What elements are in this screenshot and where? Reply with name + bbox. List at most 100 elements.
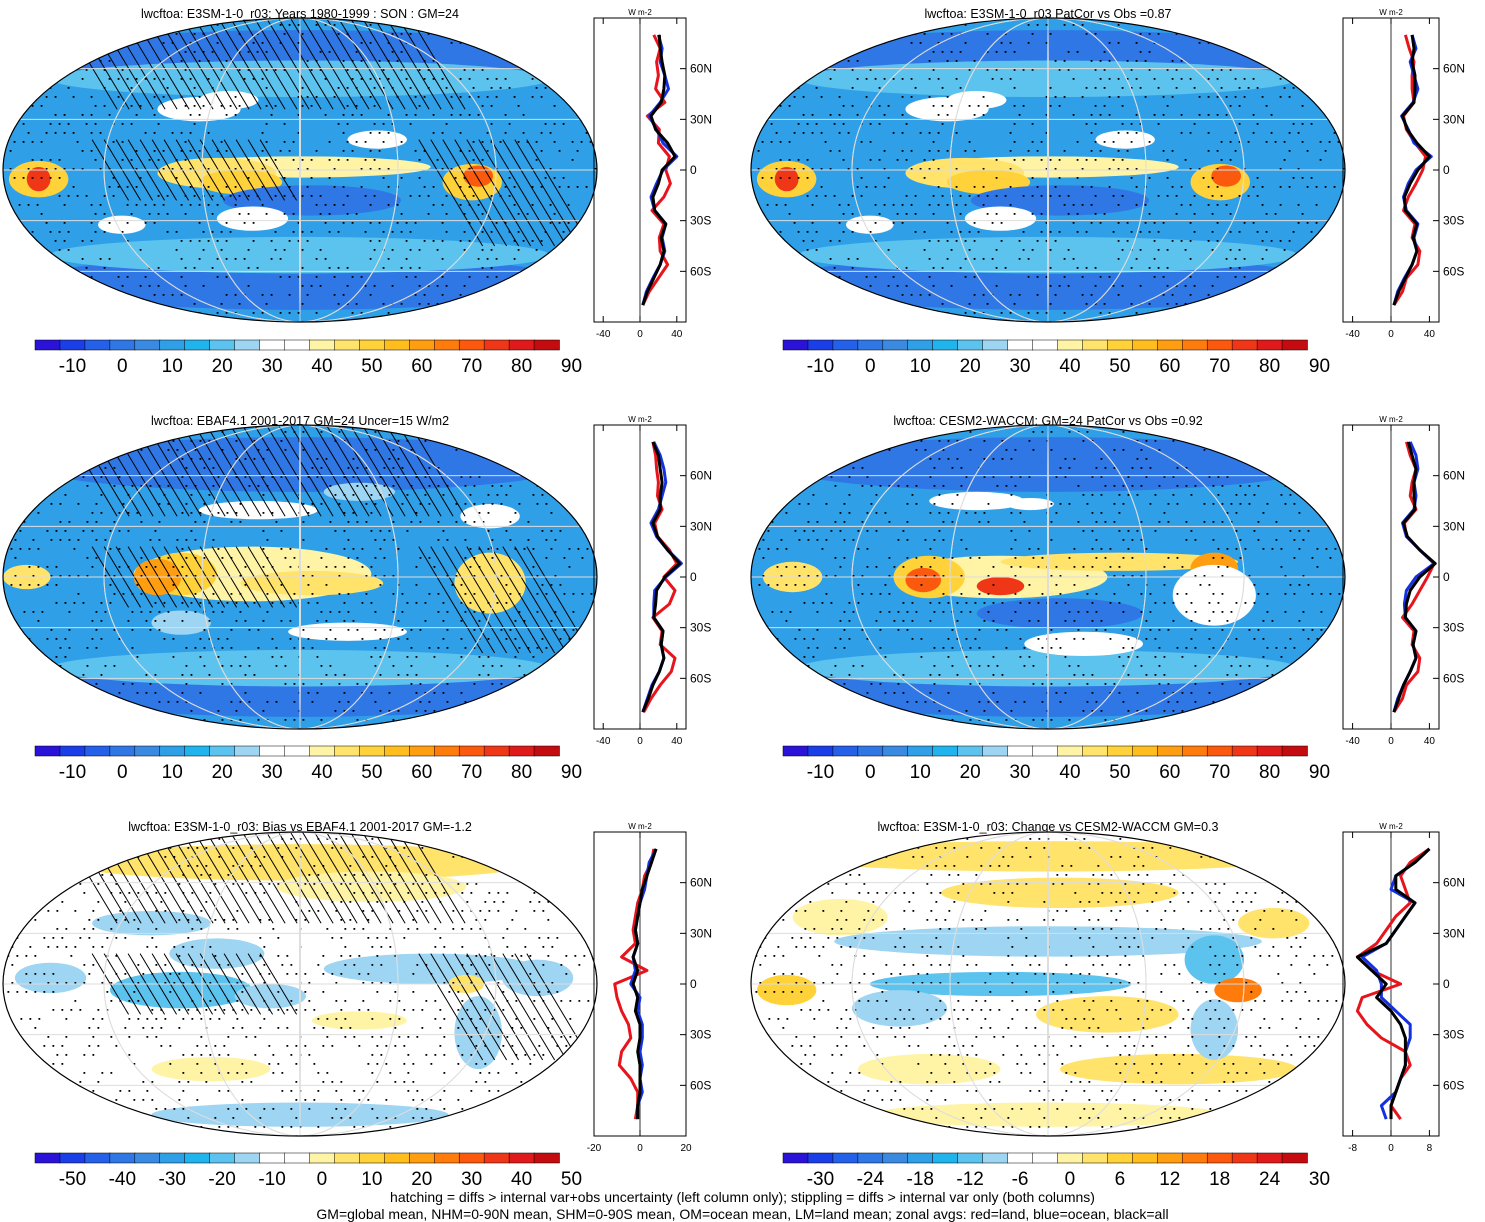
colorbar-tick: 50 [1109,356,1130,377]
colorbar-tick: 50 [561,1169,582,1190]
colorbar-swatch [783,340,808,350]
colorbar-swatch [35,340,60,350]
colorbar-tick: 10 [162,762,183,783]
colorbar-swatch [60,340,85,350]
colorbar-swatch [309,1153,334,1163]
colorbar-swatch [334,1153,359,1163]
zonal-xtick: 0 [637,736,643,747]
field-region [941,878,1179,908]
field-region [947,91,1006,109]
colorbar-tick: 70 [461,356,482,377]
colorbar-swatch [484,1153,509,1163]
colorbar-swatch [808,1153,833,1163]
colorbar-tick: 30 [1309,1169,1330,1190]
lat-tick-label: 60N [1443,469,1465,483]
zonal-xtick: 0 [637,329,643,340]
colorbar-tick: 30 [261,356,282,377]
zonal-xtick: -20 [587,1143,602,1154]
colorbar-swatch [933,340,958,350]
colorbar-swatch [908,340,933,350]
colorbar-swatch [135,746,160,756]
colorbar-swatch [60,746,85,756]
colorbar-swatch [1008,1153,1033,1163]
colorbar-swatch [908,1153,933,1163]
colorbar-tick: 70 [1209,762,1230,783]
colorbar-swatch [110,746,135,756]
field-region [1096,130,1155,148]
colorbar-swatch [60,1153,85,1163]
colorbar-swatch [983,746,1008,756]
colorbar-swatch [509,746,534,756]
colorbar-tick: 60 [1159,762,1180,783]
lat-tick-label: 30S [690,214,711,228]
colorbar-tick: 90 [561,762,582,783]
colorbar-swatch [958,1153,983,1163]
colorbar-swatch [110,1153,135,1163]
map-field [3,832,598,1137]
colorbar-swatch [235,746,260,756]
field-region [152,1057,271,1081]
colorbar-swatch [434,1153,459,1163]
field-region [1214,978,1262,1002]
colorbar-swatch [359,746,384,756]
field-region [1173,565,1256,626]
panel-4: lwcftoa: CESM2-WACCM: GM=24 PatCor vs Ob… [751,414,1465,783]
colorbar-swatch [135,1153,160,1163]
field-region [757,975,816,1005]
colorbar-tick: 50 [1109,762,1130,783]
colorbar-tick: 30 [1009,356,1030,377]
colorbar-swatch [1157,746,1182,756]
colorbar-tick: -10 [807,356,834,377]
colorbar-swatch [235,340,260,350]
panel-6: lwcftoa: E3SM-1-0_r03: Change vs CESM2-W… [751,820,1465,1190]
colorbar-tick: 10 [162,356,183,377]
colorbar-tick: -50 [59,1169,86,1190]
zonal-xtick: 40 [671,329,683,340]
colorbar-swatch [35,1153,60,1163]
colorbar-swatch [160,746,185,756]
colorbar-swatch [534,340,559,350]
lat-tick-label: 60N [690,876,712,890]
colorbar-swatch [858,340,883,350]
panel-2: lwcftoa: E3SM-1-0_r03 PatCor vs Obs =0.8… [751,7,1465,377]
colorbar-swatch [110,340,135,350]
colorbar-swatch [833,1153,858,1163]
colorbar-swatch [1008,340,1033,350]
colorbar-tick: -30 [159,1169,186,1190]
colorbar-swatch [260,746,285,756]
lat-tick-label: 60N [690,62,712,76]
field-region [793,899,888,935]
colorbar-swatch [185,1153,210,1163]
colorbar-tick: -40 [109,1169,136,1190]
colorbar-swatch [1033,746,1058,756]
colorbar-swatch [1157,340,1182,350]
zonal-unit: W m-2 [628,8,652,17]
colorbar-swatch [1232,746,1257,756]
colorbar-swatch [85,746,110,756]
colorbar-swatch [384,1153,409,1163]
colorbar-swatch [434,746,459,756]
field-region [1060,1054,1298,1084]
colorbar-swatch [260,1153,285,1163]
colorbar-swatch [409,340,434,350]
colorbar-swatch [808,340,833,350]
colorbar-swatch [958,340,983,350]
lat-tick-label: 60S [1443,671,1464,685]
field-region [1024,632,1143,656]
colorbar-tick: 0 [1065,1169,1076,1190]
colorbar-tick: -10 [59,762,86,783]
field-region [858,1054,1001,1084]
colorbar-swatch [359,340,384,350]
colorbar-swatch [185,340,210,350]
field-region [1006,498,1054,510]
colorbar-swatch [409,746,434,756]
field-region [1211,165,1241,186]
colorbar-tick: 10 [361,1169,382,1190]
zonal-xtick: -40 [1345,329,1360,340]
